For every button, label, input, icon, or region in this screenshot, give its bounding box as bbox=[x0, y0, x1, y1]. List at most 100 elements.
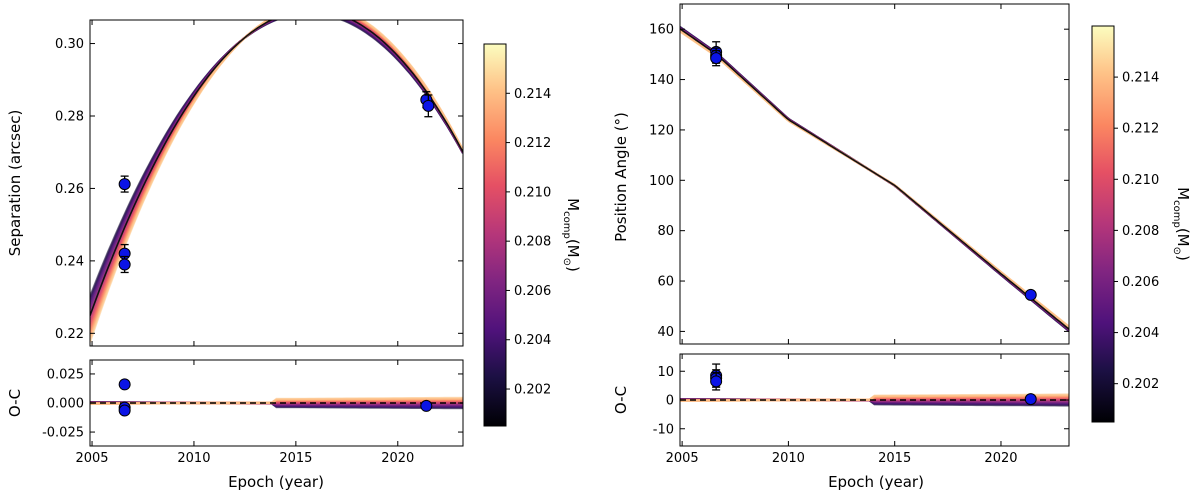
pa-y-tick-label: 120 bbox=[649, 123, 674, 138]
position-angle-colorbar-gradient bbox=[1091, 25, 1115, 423]
position-angle-colorbar: 0.202 0.204 0.206 0.208 0.210 0.212 0.214 Mcom… bbox=[1091, 25, 1192, 423]
pa-residual-x-tick-label: 2005 bbox=[666, 451, 699, 466]
position-angle-data-points bbox=[710, 41, 1037, 301]
pa-data-point bbox=[710, 52, 723, 65]
sep-model-curve bbox=[90, 20, 463, 312]
separation-axes-frame bbox=[89, 19, 464, 347]
sep-y-tick-label: 0.24 bbox=[55, 254, 84, 269]
position-angle-y-axis-label: Position Angle (°) bbox=[612, 112, 630, 242]
pa-residual-y-tick-label: -10 bbox=[653, 422, 674, 437]
pa-colorbar-tick-label: 0.212 bbox=[1122, 122, 1159, 137]
position-angle-residual-panel: 10 0 -10 2005 2010 2015 2020 O-C Epoch (year) bbox=[612, 353, 1070, 491]
sep-model-curve bbox=[90, 20, 463, 298]
separation-colorbar-label: Mcomp(M⊙) bbox=[561, 198, 582, 272]
position-angle-x-ticks bbox=[681, 4, 1002, 344]
sep-y-tick-label: 0.30 bbox=[55, 37, 84, 52]
sep-colorbar-tick-label: 0.204 bbox=[514, 333, 551, 348]
position-angle-colorbar-ticks: 0.202 0.204 0.206 0.208 0.210 0.212 0.214 bbox=[1114, 71, 1159, 392]
position-angle-residual-curves bbox=[680, 393, 1069, 407]
separation-y-ticks: 0.22 0.24 0.26 0.28 0.30 bbox=[55, 37, 463, 342]
pa-y-tick-label: 140 bbox=[649, 73, 674, 88]
separation-panel: 0.22 0.24 0.26 0.28 0.30 Separation (arcsec) bbox=[6, 19, 464, 347]
sep-model-curve bbox=[90, 20, 463, 330]
position-angle-x-axis-label: Epoch (year) bbox=[828, 473, 924, 491]
pa-y-tick-label: 80 bbox=[657, 224, 674, 239]
separation-residual-x-ticks: 2005 2010 2015 2020 bbox=[75, 360, 414, 466]
sep-model-curve bbox=[90, 20, 463, 321]
pa-colorbar-tick-label: 0.210 bbox=[1122, 173, 1159, 188]
pa-residual-x-tick-label: 2015 bbox=[878, 451, 911, 466]
separation-residual-panel: 0.025 0.000 -0.025 2005 2010 2015 2020 O-C Ep… bbox=[6, 359, 464, 491]
pa-data-point bbox=[1024, 288, 1037, 301]
sep-residual-x-tick-label: 2020 bbox=[381, 451, 414, 466]
pa-y-tick-label: 100 bbox=[649, 174, 674, 189]
pa-residual-y-tick-label: 0 bbox=[666, 394, 674, 409]
sep-model-curve bbox=[90, 20, 463, 326]
sep-data-point bbox=[118, 258, 131, 271]
sep-colorbar-tick-label: 0.212 bbox=[514, 136, 551, 151]
sep-model-curve bbox=[90, 20, 463, 315]
sep-model-curve bbox=[90, 20, 463, 317]
position-angle-residual-points bbox=[710, 363, 1037, 406]
sep-y-tick-label: 0.26 bbox=[55, 182, 84, 197]
pa-colorbar-tick-label: 0.204 bbox=[1122, 326, 1159, 341]
sep-colorbar-tick-label: 0.202 bbox=[514, 383, 551, 398]
position-angle-y-ticks: 40 60 80 100 120 140 160 bbox=[649, 23, 1069, 340]
sep-colorbar-tick-label: 0.208 bbox=[514, 235, 551, 250]
sep-model-curve bbox=[90, 20, 463, 343]
pa-residual-y-tick-label: 10 bbox=[657, 365, 674, 380]
pa-y-tick-label: 160 bbox=[649, 23, 674, 38]
pa-y-tick-label: 60 bbox=[657, 275, 674, 290]
sep-model-curve bbox=[90, 20, 463, 308]
sep-residual-x-tick-label: 2015 bbox=[279, 451, 312, 466]
position-angle-model-curves bbox=[680, 26, 1069, 333]
sep-colorbar-tick-label: 0.210 bbox=[514, 185, 551, 200]
sep-model-curve bbox=[90, 20, 463, 299]
pa-colorbar-tick-label: 0.208 bbox=[1122, 224, 1159, 239]
position-angle-residual-x-ticks: 2005 2010 2015 2020 bbox=[666, 354, 1018, 466]
pa-y-tick-label: 40 bbox=[657, 325, 674, 340]
position-angle-panel: 40 60 80 100 120 140 160 Position Angle (°) bbox=[612, 3, 1070, 345]
separation-model-curves bbox=[90, 20, 463, 343]
sep-residual-x-tick-label: 2005 bbox=[75, 451, 108, 466]
separation-residual-points bbox=[118, 378, 433, 417]
sep-data-point bbox=[118, 178, 131, 191]
separation-x-ticks bbox=[91, 20, 399, 346]
separation-colorbar-gradient bbox=[483, 43, 507, 427]
sep-data-point bbox=[422, 99, 435, 112]
sep-residual-x-tick-label: 2010 bbox=[177, 451, 210, 466]
separation-colorbar: 0.202 0.204 0.206 0.208 0.210 0.212 0.214 Mcom… bbox=[483, 43, 582, 427]
sep-residual-point bbox=[118, 378, 131, 391]
pa-best-fit-curve bbox=[680, 28, 1069, 330]
sep-model-curve bbox=[90, 20, 463, 323]
separation-residual-y-ticks: 0.025 0.000 -0.025 bbox=[42, 367, 463, 441]
pa-residual-x-tick-label: 2010 bbox=[772, 451, 805, 466]
sep-residual-point bbox=[420, 399, 433, 412]
sep-colorbar-tick-label: 0.206 bbox=[514, 284, 551, 299]
pa-colorbar-tick-label: 0.202 bbox=[1122, 377, 1159, 392]
sep-y-tick-label: 0.28 bbox=[55, 109, 84, 124]
sep-model-curve bbox=[90, 20, 463, 310]
sep-colorbar-tick-label: 0.214 bbox=[514, 87, 551, 102]
pa-residual-point bbox=[710, 375, 723, 388]
separation-x-axis-label: Epoch (year) bbox=[228, 473, 324, 491]
pa-colorbar-tick-label: 0.214 bbox=[1122, 71, 1159, 86]
position-angle-colorbar-label: Mcomp(M⊙) bbox=[1171, 187, 1192, 261]
sep-model-curve bbox=[90, 20, 463, 328]
sep-best-fit-curve bbox=[90, 20, 463, 316]
sep-residual-y-tick-label: -0.025 bbox=[42, 426, 84, 441]
sep-y-tick-label: 0.22 bbox=[55, 327, 84, 342]
sep-model-curve bbox=[90, 20, 463, 314]
sep-model-curve bbox=[90, 20, 463, 324]
pa-residual-x-tick-label: 2020 bbox=[984, 451, 1017, 466]
sep-model-curve bbox=[90, 20, 463, 303]
separation-residual-y-axis-label: O-C bbox=[6, 389, 24, 417]
separation-residual-curves bbox=[90, 396, 463, 410]
position-angle-axes-frame bbox=[679, 3, 1070, 345]
pa-colorbar-tick-label: 0.206 bbox=[1122, 275, 1159, 290]
position-angle-residual-y-ticks: 10 0 -10 bbox=[653, 365, 1069, 437]
sep-model-curve bbox=[90, 20, 463, 306]
pa-residual-point bbox=[1024, 393, 1037, 406]
sep-model-curve bbox=[90, 20, 463, 319]
position-angle-residual-y-axis-label: O-C bbox=[612, 386, 630, 414]
